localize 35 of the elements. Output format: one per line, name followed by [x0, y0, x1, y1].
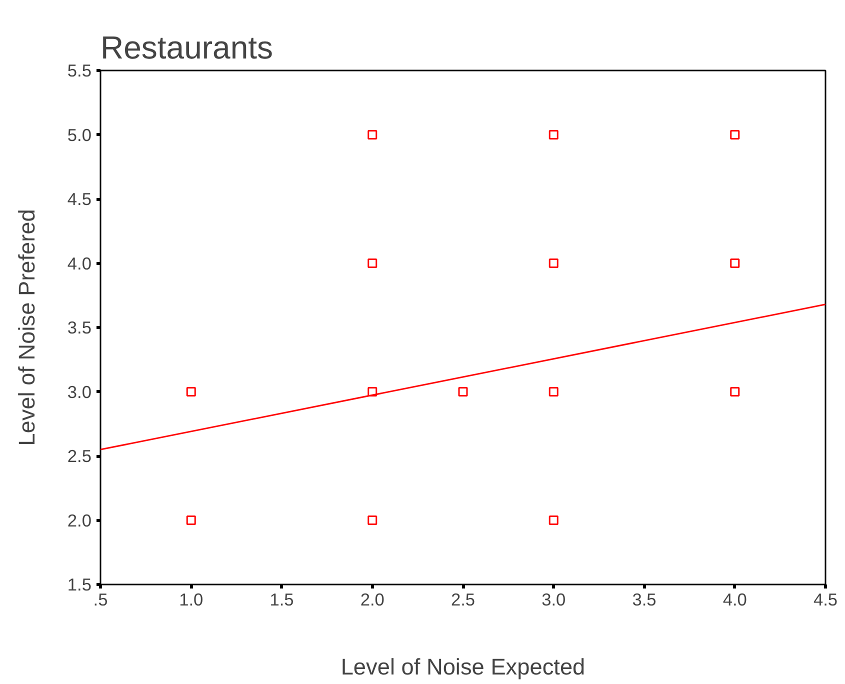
x-tick-label: 4.5 — [813, 590, 838, 610]
point — [548, 258, 558, 268]
point — [368, 516, 378, 525]
x-tick-label: 4.0 — [722, 590, 747, 610]
point — [730, 258, 740, 268]
x-tick-label: 3.5 — [632, 590, 656, 610]
point — [548, 516, 558, 525]
point — [368, 258, 378, 268]
y-tick-label: 1.5 — [67, 574, 92, 594]
y-tick-label: 4.0 — [67, 253, 92, 274]
chart-title: Restaurants — [100, 30, 274, 66]
y-tick-label: 3.0 — [67, 382, 92, 402]
point — [730, 130, 740, 140]
y-tick-label: 2.5 — [67, 446, 92, 466]
point — [458, 387, 468, 396]
point — [186, 516, 196, 525]
y-tick-label: 3.5 — [67, 318, 92, 338]
x-tick-label: 1.5 — [270, 590, 294, 610]
x-tick-label: 2.5 — [450, 590, 476, 610]
y-tick-label: 5.5 — [67, 60, 92, 80]
point — [730, 387, 740, 396]
y-axis-title: Level of Noise Prefered — [13, 209, 40, 446]
point — [368, 130, 378, 140]
x-axis-title: Level of Noise Expected — [340, 654, 586, 680]
x-tick-label: 2.0 — [360, 590, 384, 610]
x-tick-label: 3.0 — [542, 590, 566, 610]
point — [368, 387, 378, 396]
point — [548, 130, 558, 140]
x-tick-label: .5 — [93, 590, 108, 610]
y-tick-label: 5.0 — [67, 124, 92, 145]
point — [186, 387, 196, 396]
y-tick-label: 2.0 — [67, 510, 92, 530]
point — [548, 387, 558, 396]
y-tick-label: 4.5 — [67, 189, 92, 209]
x-tick-label: 1.0 — [179, 590, 204, 610]
